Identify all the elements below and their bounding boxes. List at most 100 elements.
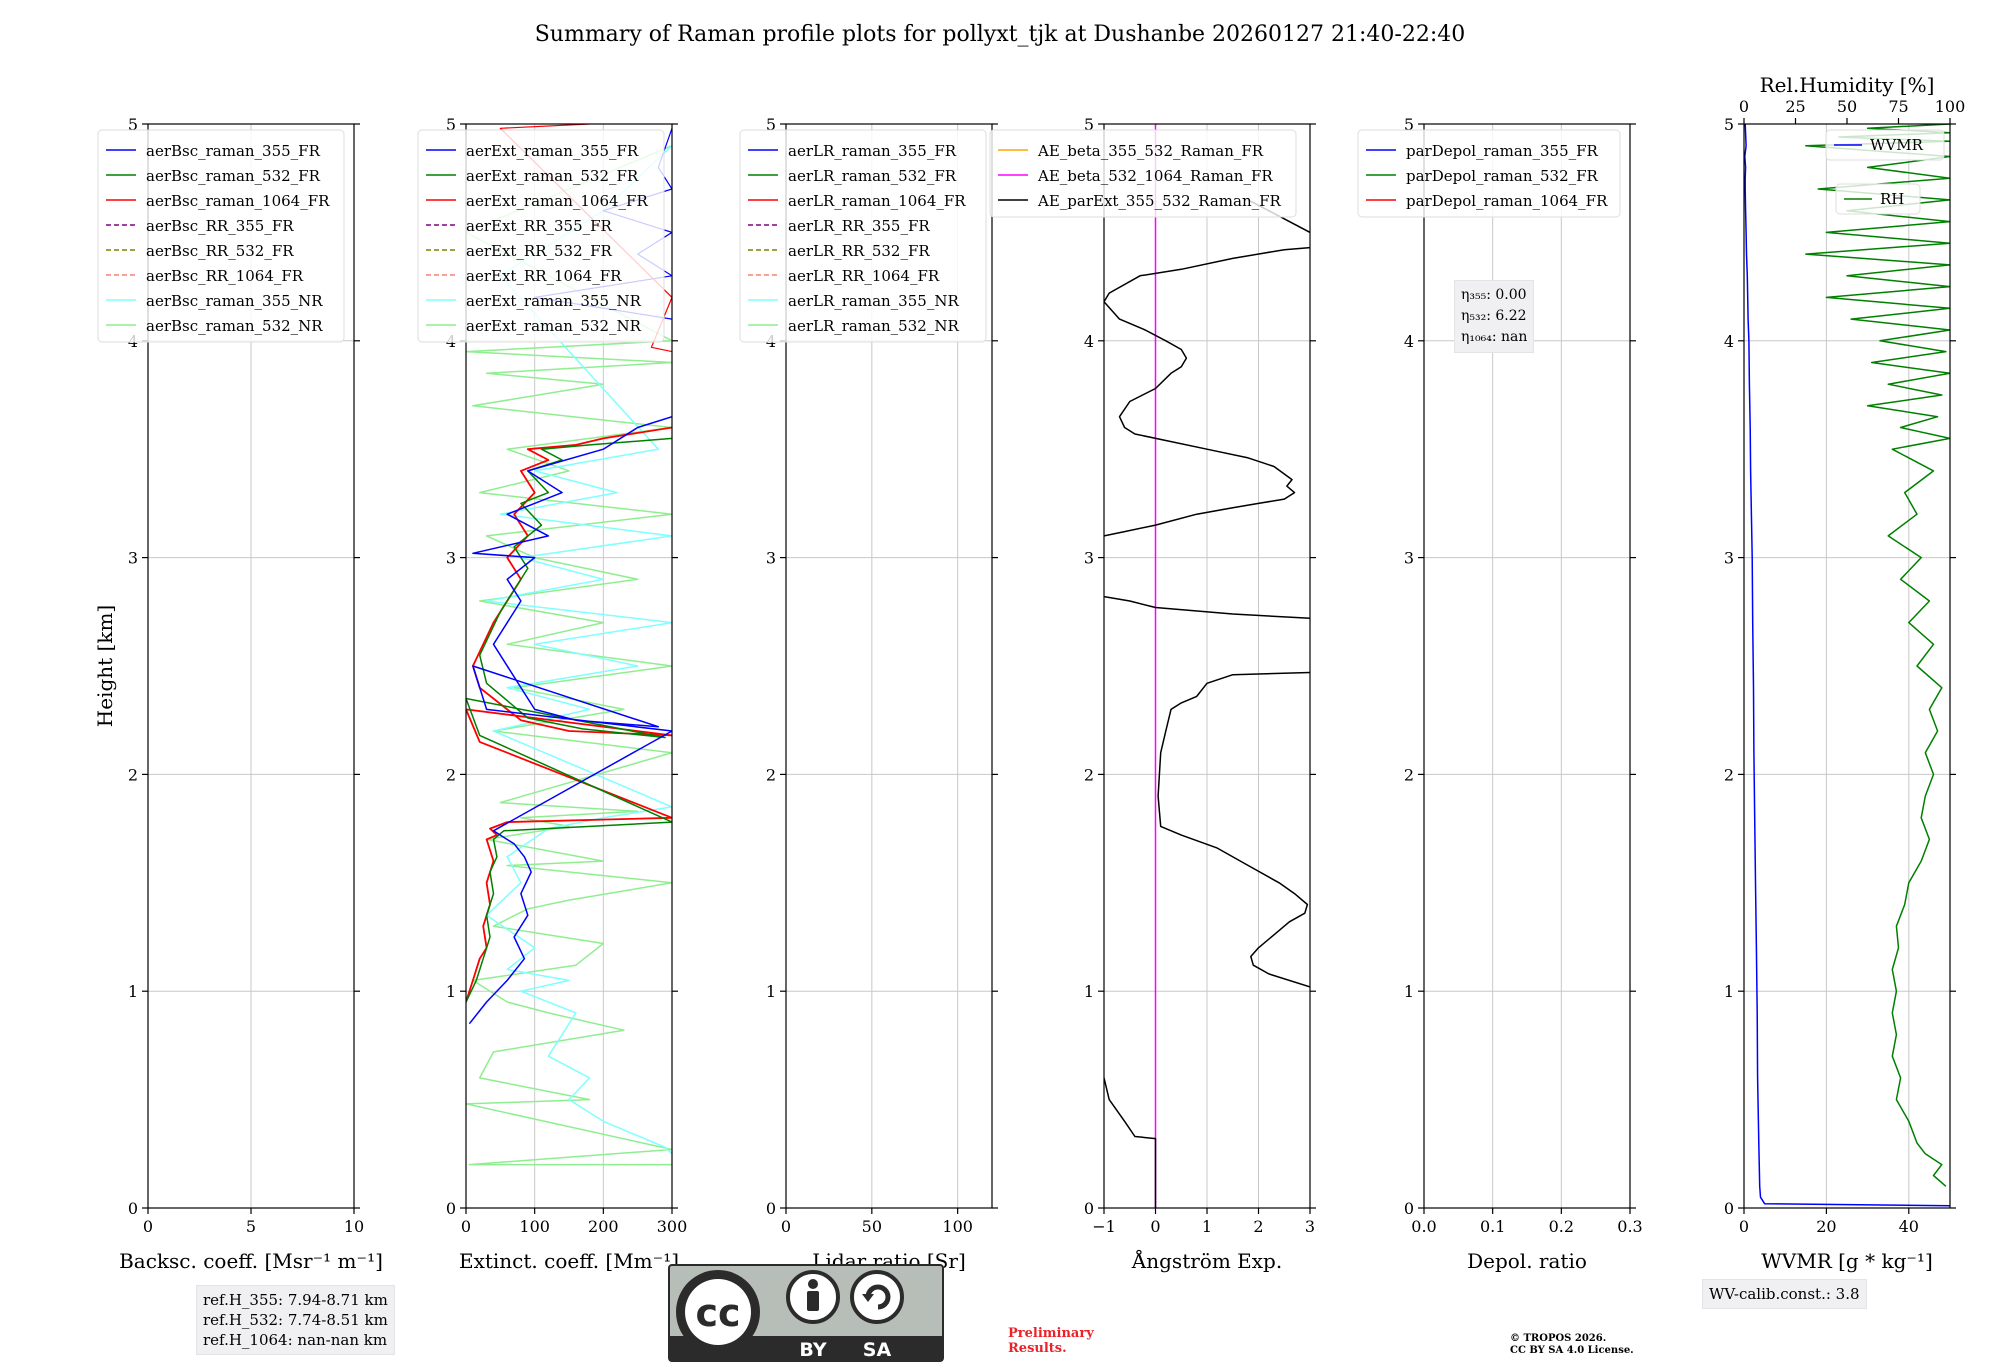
legend-box — [97, 129, 345, 343]
x-tick-label: 1 — [1202, 1217, 1212, 1236]
preliminary-results-note: Preliminary Results. — [1008, 1326, 1094, 1356]
x-tick-label: 300 — [657, 1217, 688, 1236]
axes-frame — [465, 123, 673, 1209]
legend-label-parDepol_raman_532_FR: parDepol_raman_532_FR — [1406, 167, 1599, 185]
person-body-icon — [807, 1291, 819, 1311]
y-tick-label: 0 — [766, 1199, 776, 1218]
figure-title: Summary of Raman profile plots for polly… — [534, 22, 1466, 47]
y-tick-label: 1 — [1724, 982, 1734, 1001]
legend-label-RH: RH — [1880, 190, 1904, 208]
y-tick-label: 4 — [1404, 332, 1414, 351]
series-group — [466, 124, 672, 1166]
y-tick-label: 2 — [446, 765, 456, 784]
x-tick-label: 100 — [942, 1217, 973, 1236]
x-tick-label: 2 — [1253, 1217, 1263, 1236]
x-tick-label: 50 — [862, 1217, 882, 1236]
x-tick-label: 20 — [1816, 1217, 1836, 1236]
x-axis-label: Ångström Exp. — [1131, 1248, 1282, 1273]
chart-ext: 0100200300012345Extinct. coeff. [Mm⁻¹]ae… — [417, 115, 688, 1273]
legend-box — [989, 129, 1297, 218]
legend-label-WVMR: WVMR — [1870, 136, 1924, 154]
legend-label-aerLR_raman_532_NR: aerLR_raman_532_NR — [788, 317, 959, 335]
series-line-WVMR — [1744, 124, 1950, 1207]
preliminary-line-2: Results. — [1008, 1341, 1067, 1356]
legend-label-aerLR_RR_355_FR: aerLR_RR_355_FR — [788, 217, 930, 235]
chart-depol: 0.0 0.1 0.2 0.3 0 1 2 3 4 5 Depol. ratio parDepol_r… — [1357, 115, 1643, 1273]
eta-box: η₃₅₅: 0.00 η₅₃₂: 6.22 η₁₀₆₄: nan — [1454, 280, 1535, 353]
legend-box — [739, 129, 987, 343]
cc-by-sa-license-logo: cc BY SA — [668, 1264, 944, 1362]
legend-label-aerBsc_RR_355_FR: aerBsc_RR_355_FR — [146, 217, 294, 235]
copyright-note: © TROPOS 2026. CC BY SA 4.0 License. — [1510, 1333, 1634, 1357]
legend-label-aerBsc_raman_355_NR: aerBsc_raman_355_NR — [146, 292, 323, 310]
legend-label-aerExt_raman_532_NR: aerExt_raman_532_NR — [466, 317, 642, 335]
legend-label-aerLR_RR_1064_FR: aerLR_RR_1064_FR — [788, 267, 940, 285]
x-tick-label: 0.0 — [1411, 1217, 1436, 1236]
x-tick-label: 0.2 — [1549, 1217, 1574, 1236]
legend-label-AE_beta_355_532_Raman_FR: AE_beta_355_532_Raman_FR — [1037, 142, 1264, 160]
legend-box — [417, 129, 665, 343]
sa-label: SA — [863, 1339, 892, 1361]
x-tick-label: 3 — [1305, 1217, 1315, 1236]
wv-calibration-constant: WV-calib.const.: 3.8 — [1709, 1285, 1860, 1303]
ref-height-532: ref.H_532: 7.74-8.51 km — [203, 1311, 388, 1329]
eta-532: η₅₃₂: 6.22 — [1461, 308, 1527, 324]
x-tick-label: 0 — [1150, 1217, 1160, 1236]
copyright-line-1: © TROPOS 2026. — [1510, 1333, 1607, 1344]
series-line-aerExt_raman_355_FR — [468, 415, 672, 1025]
axes-frame — [1743, 123, 1951, 1209]
share-alike-arrow-icon — [862, 1294, 874, 1302]
y-tick-label: 3 — [1404, 549, 1414, 568]
y-tick-label: 5 — [446, 115, 456, 134]
y-tick-label: 3 — [128, 549, 138, 568]
y-tick-label: 1 — [446, 982, 456, 1001]
y-tick-label: 3 — [446, 549, 456, 568]
chart-lr: 050100012345Lidar ratio [Sr]aerLR_raman_… — [739, 115, 998, 1273]
y-tick-label: 0 — [1724, 1199, 1734, 1218]
legend-label-aerExt_raman_355_FR: aerExt_raman_355_FR — [466, 142, 639, 160]
preliminary-line-1: Preliminary — [1008, 1326, 1094, 1341]
x-tick-label: 0 — [461, 1217, 471, 1236]
legend-box — [1825, 129, 1945, 161]
legend-box — [1835, 183, 1921, 215]
top-x-tick-label: 100 — [1935, 97, 1966, 116]
y-tick-label: 2 — [1404, 765, 1414, 784]
x-tick-label: 0 — [781, 1217, 791, 1236]
y-tick-label: 4 — [1084, 332, 1094, 351]
series-line-aerExt_raman_532_NR — [466, 145, 672, 1166]
x-tick-label: 100 — [519, 1217, 550, 1236]
y-tick-label: 2 — [1724, 765, 1734, 784]
y-tick-label: 5 — [766, 115, 776, 134]
x-tick-label: 40 — [1899, 1217, 1919, 1236]
x-tick-label: 0.3 — [1617, 1217, 1642, 1236]
legend-label-aerLR_raman_1064_FR: aerLR_raman_1064_FR — [788, 192, 966, 210]
legend-box — [1357, 129, 1621, 218]
legend-label-aerExt_raman_532_FR: aerExt_raman_532_FR — [466, 167, 639, 185]
ref-height-1064: ref.H_1064: nan-nan km — [203, 1331, 388, 1349]
series-line-aerExt_raman_355_NR — [485, 145, 672, 1155]
wv-calibration-box: WV-calib.const.: 3.8 — [1702, 1279, 1867, 1309]
y-tick-label: 0 — [1404, 1199, 1414, 1218]
legend-label-aerBsc_raman_532_FR: aerBsc_raman_532_FR — [146, 167, 321, 185]
series-line-AE_parExt_355_532_Raman_FR — [1104, 1077, 1157, 1208]
legend-label-aerLR_raman_355_FR: aerLR_raman_355_FR — [788, 142, 957, 160]
y-tick-label: 3 — [1724, 549, 1734, 568]
x-tick-label: 5 — [246, 1217, 256, 1236]
y-axis-label: Height [km] — [93, 605, 117, 727]
legend-label-aerExt_RR_1064_FR: aerExt_RR_1064_FR — [466, 267, 622, 285]
top-x-tick-label: 0 — [1739, 97, 1749, 116]
top-x-tick-label: 25 — [1785, 97, 1805, 116]
x-axis-label: WVMR [g * kg⁻¹] — [1761, 1249, 1933, 1273]
legend-label-parDepol_raman_355_FR: parDepol_raman_355_FR — [1406, 142, 1599, 160]
sa-share-alike-icon — [850, 1270, 904, 1324]
series-line-aerExt_raman_1064_FR_upper — [499, 124, 672, 353]
top-x-tick-label: 75 — [1888, 97, 1908, 116]
x-axis-label: Backsc. coeff. [Msr⁻¹ m⁻¹] — [119, 1249, 383, 1273]
reference-heights-box: ref.H_355: 7.94-8.71 km ref.H_532: 7.74-… — [196, 1285, 395, 1355]
legend-label-aerBsc_raman_532_NR: aerBsc_raman_532_NR — [146, 317, 323, 335]
y-tick-label: 1 — [128, 982, 138, 1001]
series-line-AE_parExt_355_532_Raman_FR_seg4 — [1104, 246, 1310, 537]
y-tick-label: 2 — [1084, 765, 1094, 784]
